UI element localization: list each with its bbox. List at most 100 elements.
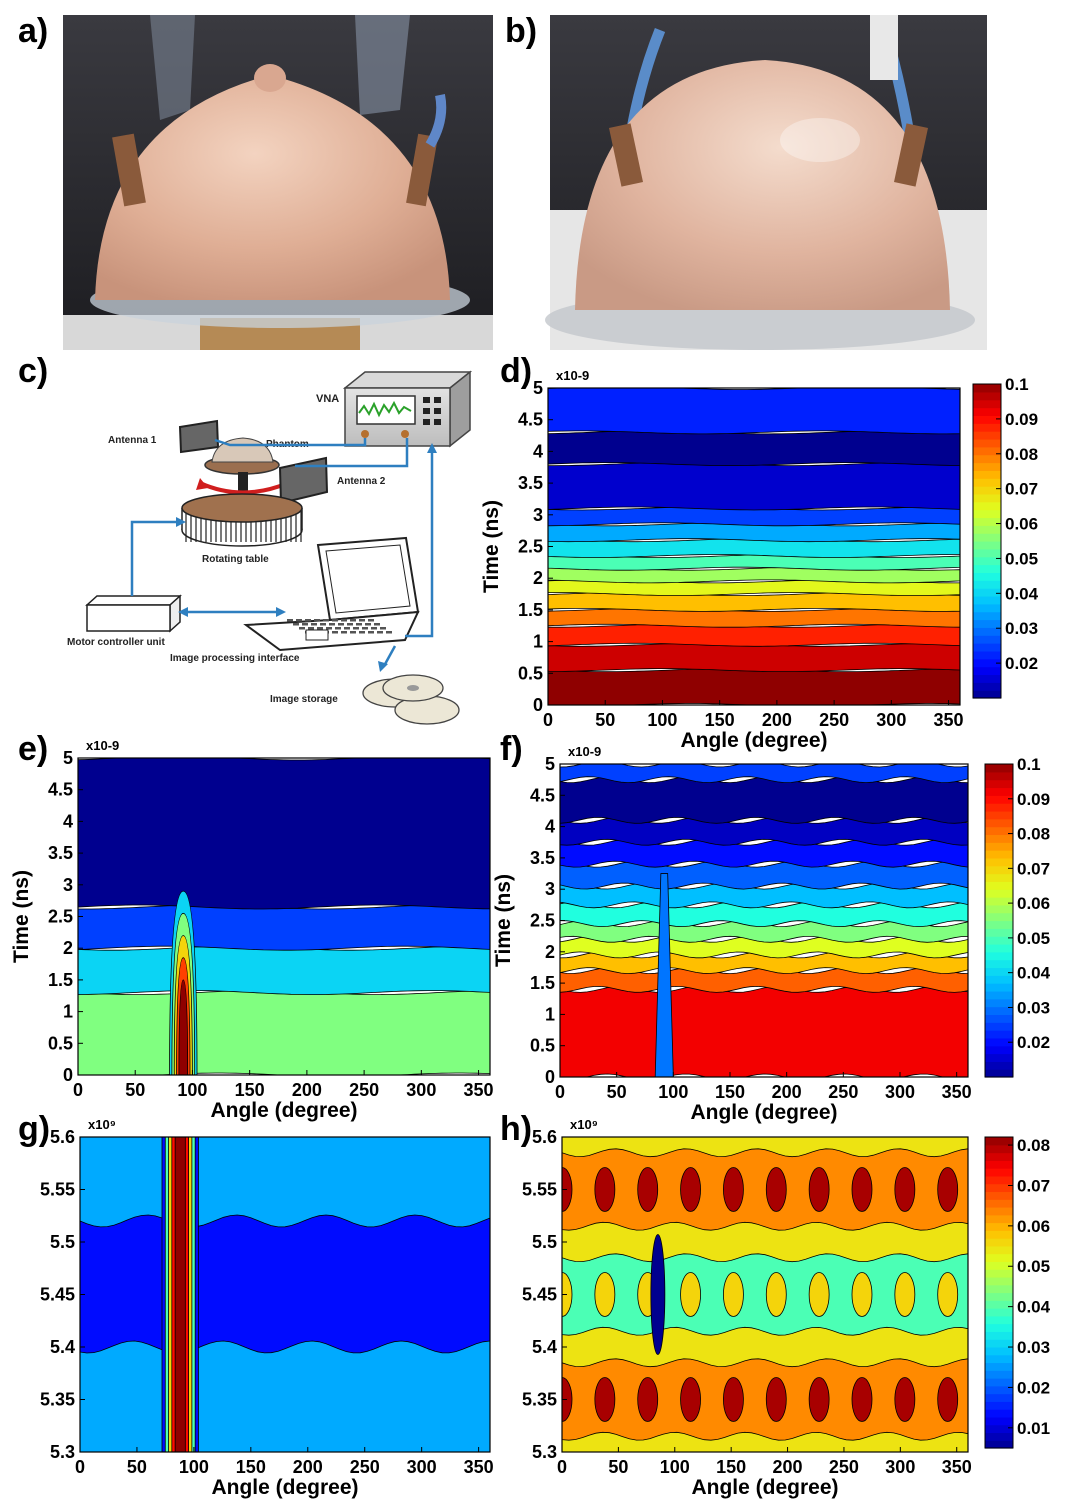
y-tick-label: 5.5 <box>50 1232 75 1252</box>
contour-band <box>548 462 960 511</box>
colorbar-step <box>973 541 1001 550</box>
y-tick-label: 1.5 <box>518 600 543 620</box>
y-tick-label: 0.5 <box>518 663 543 683</box>
colorbar-step <box>985 1037 1013 1047</box>
contour-band <box>562 1358 968 1441</box>
contour-band <box>548 388 960 435</box>
colorbar-step <box>985 1206 1013 1216</box>
y-tick-label: 5 <box>63 748 73 768</box>
colorbar-step <box>985 959 1013 969</box>
y-tick-label: 2 <box>533 568 543 588</box>
y-tick-label: 1 <box>545 1004 555 1024</box>
y-tick-label: 5 <box>533 378 543 398</box>
contour-blob <box>680 1377 701 1422</box>
x-tick-label: 150 <box>716 1457 746 1477</box>
vna-icon <box>342 370 473 448</box>
x-tick-label: 300 <box>876 710 906 730</box>
colorbar-f: 0.02 0.03 0.04 0.05 0.06 0.07 0.08 0.09 0.1 <box>984 755 1051 1078</box>
colorbar-step <box>985 920 1013 929</box>
colorbar-tick-label: 0.02 <box>1005 654 1038 673</box>
colorbar-step <box>985 834 1013 843</box>
colorbar-step <box>985 1315 1013 1325</box>
y-tick-label: 2.5 <box>518 537 543 557</box>
colorbar-step <box>985 1144 1013 1154</box>
colorbar-step <box>985 1284 1013 1294</box>
y-tick-label: 5.45 <box>40 1285 75 1305</box>
x-axis-label: Angle (degree) <box>211 1476 358 1499</box>
photo-b <box>545 15 987 350</box>
colorbar-step <box>973 525 1001 534</box>
laptop-icon <box>243 536 420 652</box>
colorbar-tick-label: 0.04 <box>1017 964 1051 983</box>
y-tick-label: 5.35 <box>522 1390 557 1410</box>
contour-band <box>548 566 960 584</box>
contour-band <box>548 668 960 705</box>
y-axis-label: Time (ns) <box>492 874 515 967</box>
colorbar-step <box>985 928 1013 937</box>
y-tick-label: 3.5 <box>518 473 543 493</box>
colorbar-step <box>985 1432 1013 1441</box>
rotating-table-icon <box>181 493 303 547</box>
colorbar-tick-label: 0.08 <box>1017 1136 1050 1155</box>
x-tick-label: 200 <box>773 1457 803 1477</box>
x-tick-label: 300 <box>406 1080 436 1100</box>
colorbar-step <box>985 857 1013 867</box>
photo-a <box>63 15 493 350</box>
panel-letter-c: c) <box>18 352 48 390</box>
y-tick-label: 4.5 <box>518 410 543 430</box>
y-tick-label: 1 <box>63 1002 73 1022</box>
contour-band <box>78 945 490 996</box>
colorbar-step <box>985 1440 1013 1449</box>
contour-blob <box>808 1272 830 1317</box>
colorbar-tick-label: 0.08 <box>1017 825 1050 844</box>
colorbar-step <box>985 771 1013 781</box>
colorbar-step <box>985 1346 1013 1356</box>
y-tick-label: 5.45 <box>522 1285 557 1305</box>
colorbar-step <box>973 666 1001 676</box>
colorbar-step <box>973 611 1001 621</box>
colorbar-step <box>985 943 1013 953</box>
colorbar-step <box>973 415 1001 424</box>
label-antenna2: Antenna 2 <box>337 476 386 487</box>
y-tick-label: 5.55 <box>40 1180 75 1200</box>
contour-blob <box>937 1272 959 1317</box>
colorbar-step <box>985 810 1013 820</box>
colorbar-tick-label: 0.1 <box>1005 375 1029 394</box>
chart-h: 0 50 100 150 200 250 300 350 5.3 5.35 5.4 5.45 5.5 5.… <box>522 1117 1051 1499</box>
colorbar-step <box>973 603 1001 613</box>
colorbar-step <box>985 764 1013 773</box>
y-tick-label: 2 <box>63 938 73 958</box>
colorbar-step <box>985 1276 1013 1286</box>
colorbar-step <box>985 865 1013 875</box>
x-tick-label: 100 <box>177 1080 207 1100</box>
contour-blob <box>765 1272 787 1317</box>
chart-g: 0 50 100 150 200 250 300 350 5.3 5.35 5.4 5.45 5.5 5.… <box>40 1117 494 1499</box>
colorbar-tick-label: 0.02 <box>1017 1378 1050 1397</box>
colorbar-step <box>985 881 1013 890</box>
contour-band <box>560 764 968 784</box>
x-tick-label: 350 <box>464 1457 494 1477</box>
y-tick-label: 5.3 <box>50 1442 75 1462</box>
colorbar-tick-label: 0.03 <box>1017 1338 1050 1357</box>
colorbar-h: 0.01 0.02 0.03 0.04 0.05 0.06 0.07 0.08 <box>984 1136 1051 1449</box>
y-tick-label: 3 <box>533 505 543 525</box>
y-tick-label: 3 <box>63 875 73 895</box>
contour-notch <box>654 873 674 1077</box>
colorbar-step <box>985 1253 1013 1262</box>
x-tick-label: 150 <box>705 710 735 730</box>
colorbar-step <box>985 889 1013 898</box>
contour-blob <box>765 1167 787 1212</box>
y-multiplier: x10-9 <box>568 744 601 759</box>
x-tick-label: 50 <box>125 1080 145 1100</box>
colorbar-step <box>985 951 1013 961</box>
y-multiplier: x10⁹ <box>88 1117 116 1132</box>
colorbar-frame <box>984 763 1014 1078</box>
colorbar-step <box>973 384 1001 393</box>
x-tick-label: 150 <box>236 1457 266 1477</box>
x-tick-label: 100 <box>647 710 677 730</box>
x-tick-label: 0 <box>555 1082 565 1102</box>
colorbar-step <box>973 438 1001 448</box>
label-image-processing: Image processing interface <box>170 653 300 664</box>
x-tick-label: 200 <box>292 1080 322 1100</box>
